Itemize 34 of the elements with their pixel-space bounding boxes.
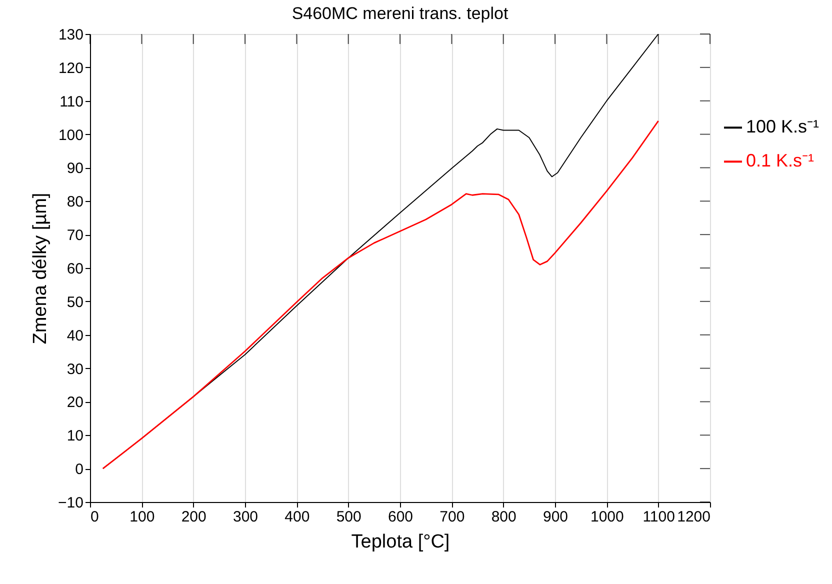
y-tick-label: 40 — [66, 327, 84, 344]
x-tick-label: 400 — [284, 508, 310, 526]
x-tick-label: 1200 — [677, 508, 710, 526]
line-series — [102, 120, 660, 470]
y-tick-label: −10 — [58, 494, 84, 512]
y-tick-label: 110 — [60, 93, 84, 110]
x-tick-label: 900 — [542, 508, 568, 526]
x-tick-label: 700 — [440, 508, 465, 526]
x-tick-label: 1000 — [590, 508, 624, 526]
y-tick-label: 100 — [58, 126, 84, 144]
y-tick-label: 90 — [66, 160, 84, 178]
x-tick-label: 1100 — [642, 508, 675, 526]
x-axis-title: Teplota [°C] — [351, 532, 450, 552]
x-tick-label: 100 — [130, 508, 155, 526]
x-tick-label: 200 — [181, 508, 206, 526]
x-tick-label: 300 — [232, 508, 258, 526]
y-tick-label: 70 — [66, 227, 84, 244]
x-tick-label: 600 — [388, 508, 414, 526]
x-tick-label: 500 — [336, 508, 362, 526]
y-tick-label: 30 — [66, 360, 84, 378]
chart-title: S460MC mereni trans. teplot — [292, 4, 508, 23]
y-tick-label: 20 — [66, 394, 84, 412]
y-tick-label: 10 — [66, 428, 84, 445]
y-tick-label: 0 — [75, 461, 84, 478]
x-tick-label: 0 — [90, 508, 99, 526]
y-tick-label: 80 — [66, 194, 84, 211]
y-tick-label: 120 — [58, 60, 84, 77]
y-tick-label: 50 — [66, 294, 84, 311]
y-tick-label: 130 — [58, 26, 84, 44]
y-axis-title: Zmena délky [µm] — [30, 192, 52, 344]
legend-label: 0.1 K.s⁻¹ — [746, 150, 814, 171]
y-tick-label: 60 — [66, 260, 84, 278]
x-tick-label: 800 — [491, 508, 516, 526]
legend-label: 100 K.s⁻¹ — [746, 116, 820, 137]
